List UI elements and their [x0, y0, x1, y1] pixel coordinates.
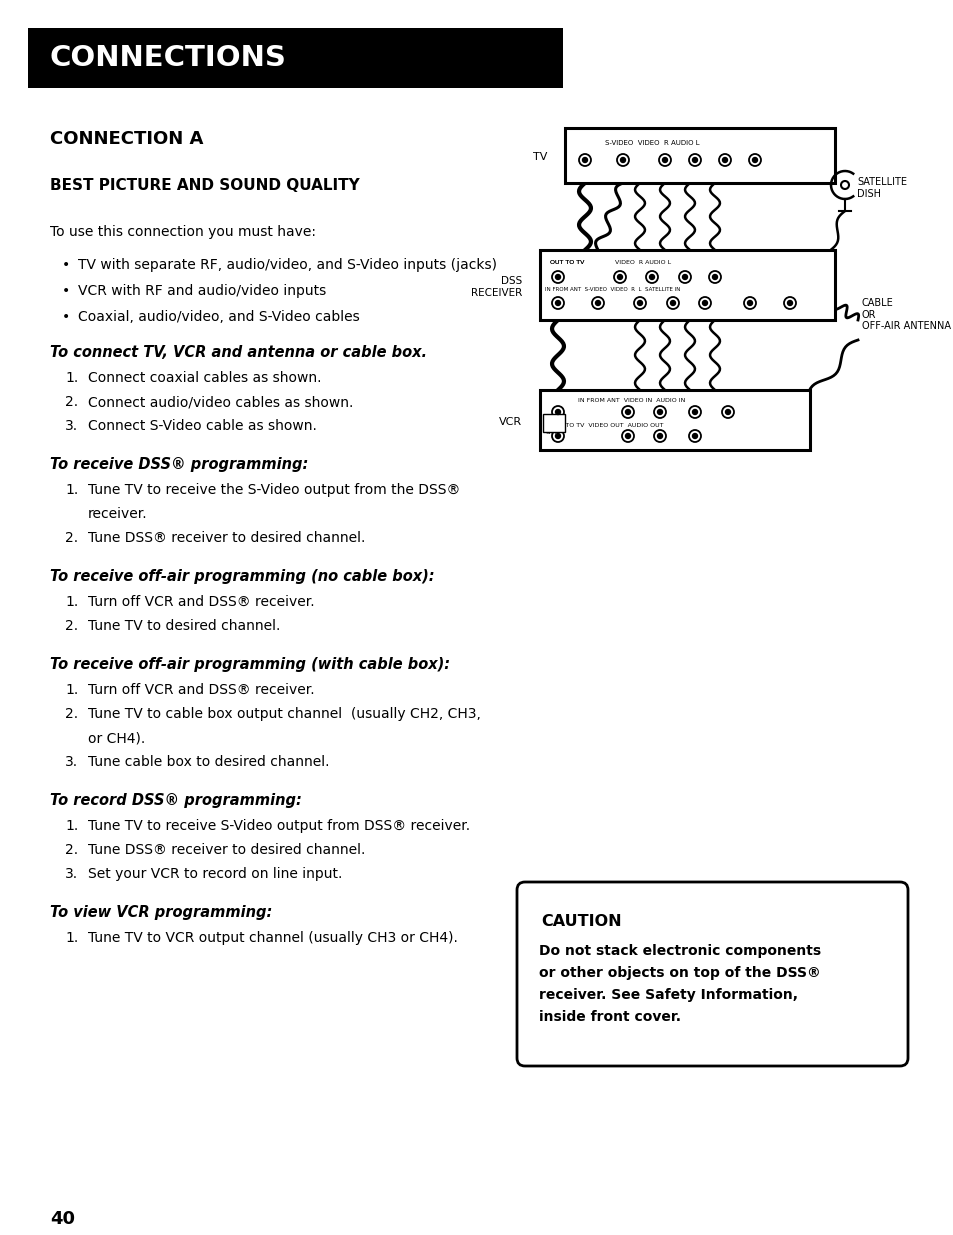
Text: To receive off-air programming (with cable box):: To receive off-air programming (with cab… — [50, 657, 450, 672]
Text: Tune TV to VCR output channel (usually CH3 or CH4).: Tune TV to VCR output channel (usually C… — [88, 931, 457, 945]
Bar — [28, 28, 562, 88]
Text: TV with separate RF, audio/video, and S-Video inputs (jacks): TV with separate RF, audio/video, and S-… — [78, 258, 497, 272]
Bar — [539, 249, 834, 320]
Text: To connect TV, VCR and antenna or cable box.: To connect TV, VCR and antenna or cable … — [50, 345, 427, 359]
Text: CABLE
OR
OFF-AIR ANTENNA: CABLE OR OFF-AIR ANTENNA — [862, 298, 950, 331]
Circle shape — [786, 300, 792, 305]
Bar — [542, 414, 564, 432]
Text: Tune DSS® receiver to desired channel.: Tune DSS® receiver to desired channel. — [88, 844, 365, 857]
Circle shape — [637, 300, 641, 305]
FancyBboxPatch shape — [517, 882, 907, 1066]
Text: CH3
CH4: CH3 CH4 — [545, 424, 557, 435]
Text: 1.: 1. — [65, 595, 78, 609]
Text: •: • — [62, 310, 71, 324]
Circle shape — [747, 300, 752, 305]
Text: inside front cover.: inside front cover. — [538, 1010, 680, 1024]
Text: Connect audio/video cables as shown.: Connect audio/video cables as shown. — [88, 395, 353, 409]
Text: receiver.: receiver. — [88, 508, 148, 521]
Text: CAUTION: CAUTION — [540, 914, 621, 929]
Text: receiver. See Safety Information,: receiver. See Safety Information, — [538, 988, 797, 1002]
Circle shape — [721, 158, 727, 163]
Text: S-VIDEO  VIDEO  R AUDIO L: S-VIDEO VIDEO R AUDIO L — [604, 140, 699, 146]
Text: OUT TO TV  VIDEO OUT  AUDIO OUT: OUT TO TV VIDEO OUT AUDIO OUT — [550, 424, 662, 429]
Circle shape — [617, 274, 622, 279]
Text: Tune TV to receive the S-Video output from the DSS®: Tune TV to receive the S-Video output fr… — [88, 483, 460, 496]
Text: BEST PICTURE AND SOUND QUALITY: BEST PICTURE AND SOUND QUALITY — [50, 178, 359, 193]
Text: CONNECTIONS: CONNECTIONS — [50, 44, 287, 72]
Circle shape — [681, 274, 687, 279]
Circle shape — [595, 300, 599, 305]
Text: DSS
RECEIVER: DSS RECEIVER — [470, 277, 521, 298]
Text: or CH4).: or CH4). — [88, 731, 145, 745]
Circle shape — [752, 158, 757, 163]
Text: Connect S-Video cable as shown.: Connect S-Video cable as shown. — [88, 419, 316, 433]
Circle shape — [625, 433, 630, 438]
Circle shape — [692, 433, 697, 438]
Text: 2.: 2. — [65, 531, 78, 545]
Circle shape — [692, 410, 697, 415]
Text: 2.: 2. — [65, 844, 78, 857]
Text: Tune TV to cable box output channel  (usually CH2, CH3,: Tune TV to cable box output channel (usu… — [88, 706, 480, 721]
Text: •: • — [62, 284, 71, 298]
Text: Coaxial, audio/video, and S-Video cables: Coaxial, audio/video, and S-Video cables — [78, 310, 359, 324]
Text: 2.: 2. — [65, 706, 78, 721]
Bar — [539, 390, 809, 450]
Text: To record DSS® programming:: To record DSS® programming: — [50, 793, 301, 808]
Text: OUT TO TV: OUT TO TV — [550, 261, 584, 266]
Text: 2.: 2. — [65, 619, 78, 634]
Text: Tune cable box to desired channel.: Tune cable box to desired channel. — [88, 755, 329, 769]
Text: TV: TV — [532, 152, 546, 162]
Text: 1.: 1. — [65, 683, 78, 697]
Text: VCR with RF and audio/video inputs: VCR with RF and audio/video inputs — [78, 284, 326, 298]
Text: IN FROM ANT  VIDEO IN  AUDIO IN: IN FROM ANT VIDEO IN AUDIO IN — [578, 398, 684, 403]
Circle shape — [625, 410, 630, 415]
Text: SATELLITE
DISH: SATELLITE DISH — [856, 177, 906, 199]
Text: or other objects on top of the DSS®: or other objects on top of the DSS® — [538, 966, 820, 981]
Circle shape — [582, 158, 587, 163]
Text: CONNECTION A: CONNECTION A — [50, 130, 203, 148]
Text: Tune TV to receive S-Video output from DSS® receiver.: Tune TV to receive S-Video output from D… — [88, 819, 470, 832]
Circle shape — [701, 300, 707, 305]
Circle shape — [649, 274, 654, 279]
Text: Connect coaxial cables as shown.: Connect coaxial cables as shown. — [88, 370, 321, 385]
Circle shape — [670, 300, 675, 305]
Text: 40: 40 — [50, 1210, 75, 1228]
Circle shape — [555, 300, 560, 305]
Circle shape — [657, 433, 661, 438]
Text: To view VCR programming:: To view VCR programming: — [50, 905, 273, 920]
Text: 2.: 2. — [65, 395, 78, 409]
Text: To receive off-air programming (no cable box):: To receive off-air programming (no cable… — [50, 569, 435, 584]
Text: 1.: 1. — [65, 483, 78, 496]
Circle shape — [661, 158, 667, 163]
Text: 1.: 1. — [65, 370, 78, 385]
Text: VIDEO  R AUDIO L: VIDEO R AUDIO L — [615, 261, 670, 266]
Text: Turn off VCR and DSS® receiver.: Turn off VCR and DSS® receiver. — [88, 595, 314, 609]
Bar — [564, 128, 834, 183]
Circle shape — [555, 274, 560, 279]
Circle shape — [619, 158, 625, 163]
Circle shape — [555, 433, 560, 438]
Text: To receive DSS® programming:: To receive DSS® programming: — [50, 457, 308, 472]
Text: IN FROM ANT  S-VIDEO  VIDEO  R  L  SATELLITE IN: IN FROM ANT S-VIDEO VIDEO R L SATELLITE … — [544, 287, 679, 291]
Circle shape — [724, 410, 730, 415]
Circle shape — [712, 274, 717, 279]
Text: Turn off VCR and DSS® receiver.: Turn off VCR and DSS® receiver. — [88, 683, 314, 697]
Circle shape — [657, 410, 661, 415]
Text: 3.: 3. — [65, 755, 78, 769]
Text: 3.: 3. — [65, 419, 78, 433]
Text: 1.: 1. — [65, 931, 78, 945]
Circle shape — [555, 410, 560, 415]
Text: 1.: 1. — [65, 819, 78, 832]
Text: Tune DSS® receiver to desired channel.: Tune DSS® receiver to desired channel. — [88, 531, 365, 545]
Text: •: • — [62, 258, 71, 272]
Text: Tune TV to desired channel.: Tune TV to desired channel. — [88, 619, 280, 634]
Text: OUT TO TV: OUT TO TV — [550, 261, 584, 266]
Text: To use this connection you must have:: To use this connection you must have: — [50, 225, 315, 240]
Text: VCR: VCR — [498, 417, 521, 427]
Text: 3.: 3. — [65, 867, 78, 881]
Circle shape — [692, 158, 697, 163]
Text: Set your VCR to record on line input.: Set your VCR to record on line input. — [88, 867, 342, 881]
Text: Do not stack electronic components: Do not stack electronic components — [538, 944, 821, 958]
